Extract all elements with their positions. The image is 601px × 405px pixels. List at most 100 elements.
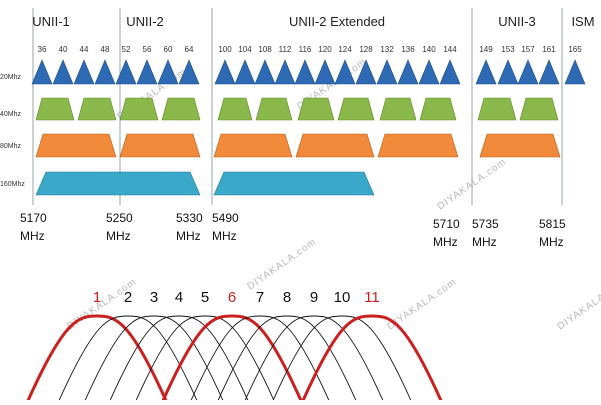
channel-20mhz-triangle xyxy=(314,59,336,85)
channel-80mhz-block xyxy=(213,133,293,158)
channel-40mhz-block xyxy=(77,97,117,121)
channel-number: 120 xyxy=(318,45,332,54)
channel-20mhz-triangle xyxy=(157,59,179,85)
channel-number: 104 xyxy=(238,45,252,54)
channel-number: 52 xyxy=(122,45,131,54)
frequency-value: 5710 xyxy=(433,217,460,231)
band-name-unii-1: UNII-1 xyxy=(32,14,70,29)
channel-40mhz-block xyxy=(419,97,457,121)
channel-number: 124 xyxy=(338,45,352,54)
channel-20mhz-triangle xyxy=(439,59,461,85)
curve-channel-number: 6 xyxy=(228,289,236,306)
channel-20mhz-triangle xyxy=(115,59,137,85)
frequency-unit: MHz xyxy=(106,229,131,243)
frequency-value: 5250 xyxy=(106,211,133,225)
channel-80mhz-block xyxy=(35,133,117,158)
channel-80mhz-block xyxy=(119,133,201,158)
band-name-unii-2-extended: UNII-2 Extended xyxy=(289,14,385,29)
channel-40mhz-block xyxy=(337,97,375,121)
highlighted-channel-curve xyxy=(299,314,445,405)
channel-40mhz-block xyxy=(297,97,335,121)
channel-80mhz-block xyxy=(479,133,561,158)
channel-number: 136 xyxy=(401,45,415,54)
watermark-text: DIYAKALA.com xyxy=(245,237,318,293)
channel-number: 132 xyxy=(380,45,394,54)
frequency-value: 5490 xyxy=(212,211,239,225)
row-labels: 20Mhz 40Mhz 80Mhz 160Mhz xyxy=(0,74,25,188)
channel-number: 149 xyxy=(479,45,493,54)
channel-20mhz-triangle xyxy=(334,59,356,85)
curve-channel-number: 5 xyxy=(201,289,209,306)
channel-number: 60 xyxy=(164,45,173,54)
channel-curve xyxy=(56,315,200,405)
channel-40mhz-block xyxy=(379,97,417,121)
band-name-unii-3: UNII-3 xyxy=(498,14,536,29)
channel-20mhz-triangle xyxy=(294,59,316,85)
curve-channel-number: 8 xyxy=(283,289,291,306)
channel-80mhz-block xyxy=(377,133,459,158)
channel-number: 36 xyxy=(38,45,47,54)
channel-40mhz-block xyxy=(119,97,159,121)
channel-20mhz-triangle xyxy=(475,59,497,85)
channel-curve xyxy=(133,315,277,405)
curve-channel-number: 2 xyxy=(124,289,132,306)
channel-20mhz-triangle xyxy=(73,59,95,85)
channel-20mhz-triangle xyxy=(52,59,74,85)
row-label: 80Mhz xyxy=(0,143,22,150)
channel-number: 116 xyxy=(299,45,312,54)
channel-number: 144 xyxy=(443,45,457,54)
channel-curve xyxy=(82,315,226,405)
curve-channel-number: 4 xyxy=(175,289,183,306)
channel-20mhz-triangle xyxy=(397,59,419,85)
highlighted-channel-curve xyxy=(159,314,305,405)
channel-80mhz-block xyxy=(295,133,375,158)
band-name-unii-2: UNII-2 xyxy=(126,14,164,29)
highlighted-channel-curve xyxy=(24,314,170,405)
channel-number: 56 xyxy=(143,45,152,54)
channel-160mhz-block xyxy=(213,171,375,196)
channel-20mhz-triangle xyxy=(274,59,296,85)
channel-40mhz-block xyxy=(35,97,75,121)
frequency-unit: MHz xyxy=(20,229,45,243)
channel-40mhz-block xyxy=(519,97,559,121)
channel-40mhz-block xyxy=(255,97,293,121)
channel-number: 128 xyxy=(359,45,373,54)
channel-overlap-curves xyxy=(24,314,445,405)
channel-160mhz-block xyxy=(35,171,201,196)
channel-number: 140 xyxy=(422,45,436,54)
channel-number: 44 xyxy=(80,45,89,54)
curve-channel-number: 7 xyxy=(256,289,264,306)
curve-channel-number: 1 xyxy=(93,289,101,306)
channel-curve xyxy=(107,315,251,405)
channel-20mhz-triangle xyxy=(355,59,377,85)
frequency-value: 5170 xyxy=(20,211,47,225)
channel-number: 157 xyxy=(521,45,535,54)
channel-curve xyxy=(242,315,386,405)
channel-40mhz-block xyxy=(161,97,201,121)
frequency-unit: MHz xyxy=(433,235,458,249)
channel-20mhz-triangle xyxy=(564,59,586,85)
channel-20mhz-triangle xyxy=(538,59,560,85)
channel-number: 48 xyxy=(101,45,110,54)
channel-40mhz-block xyxy=(217,97,253,121)
row-label: 20Mhz xyxy=(0,74,22,81)
row-label: 40Mhz xyxy=(0,111,22,118)
curve-channel-number: 3 xyxy=(150,289,158,306)
channel-number: 40 xyxy=(59,45,68,54)
channel-20mhz-triangle xyxy=(517,59,539,85)
channel-number: 153 xyxy=(501,45,515,54)
channel-curve xyxy=(188,315,332,405)
channel-number: 64 xyxy=(185,45,194,54)
frequency-unit: MHz xyxy=(176,229,201,243)
frequency-value: 5330 xyxy=(176,211,203,225)
channel-number: 112 xyxy=(279,45,292,54)
channel-20mhz-triangle xyxy=(254,59,276,85)
curve-numbers: 1 2 3 4 5 6 7 8 9 10 11 xyxy=(93,289,380,306)
channel-number: 161 xyxy=(542,45,556,54)
channel-curve xyxy=(215,315,359,405)
band-name-ism: ISM xyxy=(571,14,594,29)
channel-20mhz-triangle xyxy=(214,59,236,85)
channel-numbers: 36 40 44 48 52 56 60 64 100 104 108 112 116 120 124 128… xyxy=(38,45,583,54)
